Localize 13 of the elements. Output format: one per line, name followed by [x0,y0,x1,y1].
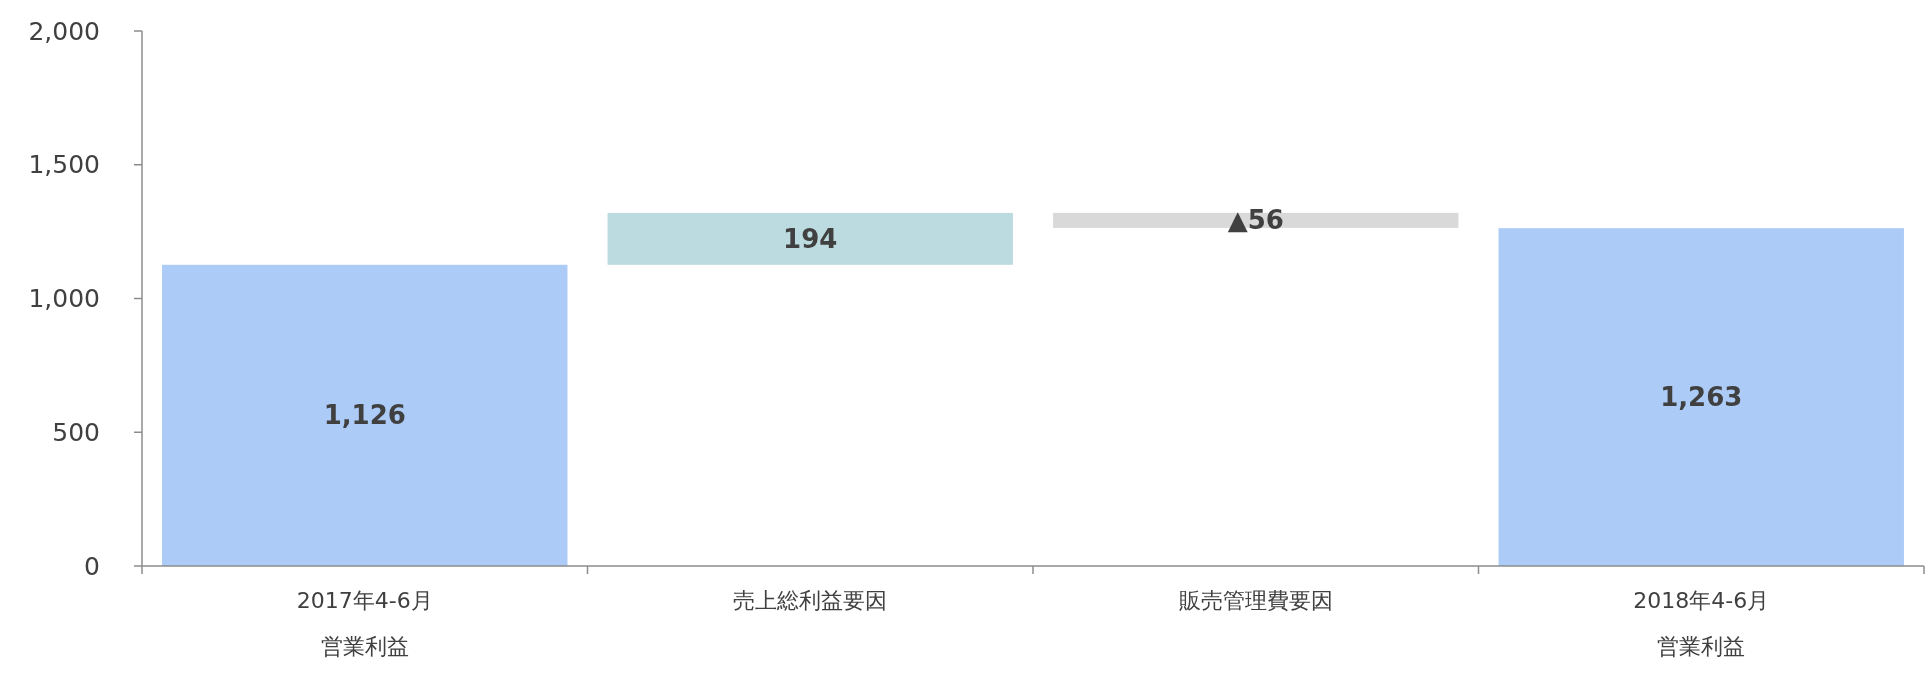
data-label: 1,126 [323,400,406,431]
y-tick-label: 1,500 [28,150,100,180]
y-tick-label: 0 [84,551,100,581]
x-tick-label: 2017年4-6月営業利益 [296,588,433,659]
data-label: 1,263 [1660,382,1743,413]
x-tick-label: 2018年4-6月営業利益 [1633,588,1770,659]
y-tick-label: 500 [52,417,100,447]
y-tick-label: 2,000 [28,16,100,46]
data-label: ▲56 [1227,205,1284,236]
x-tick-label: 売上総利益要因 [733,588,888,613]
data-label: 194 [783,223,838,254]
x-tick-label: 販売管理費要因 [1178,588,1333,613]
y-tick-label: 1,000 [28,284,100,313]
